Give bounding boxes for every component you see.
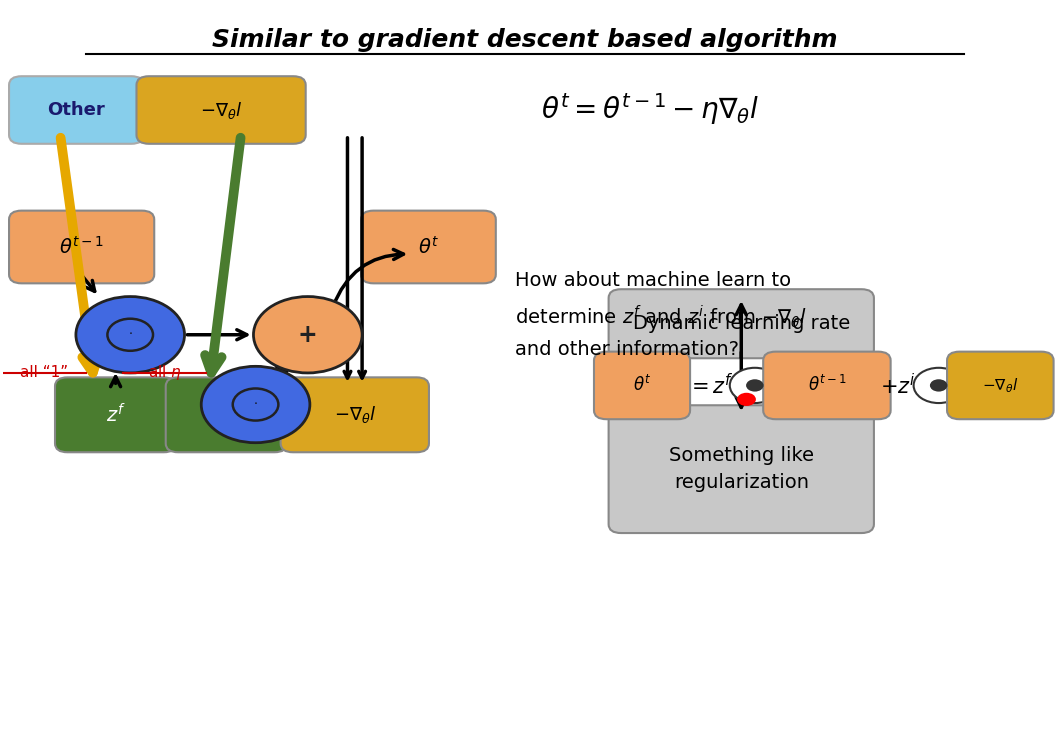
FancyBboxPatch shape <box>9 76 143 144</box>
Text: $\theta^t = \theta^{t-1} - \eta\nabla_{\theta}l$: $\theta^t = \theta^{t-1} - \eta\nabla_{\… <box>541 91 760 127</box>
Text: all “1”: all “1” <box>20 366 69 380</box>
Text: $z^i$: $z^i$ <box>217 403 235 426</box>
FancyBboxPatch shape <box>55 377 176 452</box>
Circle shape <box>737 393 755 406</box>
FancyBboxPatch shape <box>281 377 429 452</box>
Text: +: + <box>298 323 318 347</box>
Circle shape <box>202 366 310 443</box>
Text: Dynamic learning rate: Dynamic learning rate <box>633 314 850 333</box>
Circle shape <box>730 368 780 403</box>
FancyBboxPatch shape <box>9 211 154 283</box>
Text: Something like
regularization: Something like regularization <box>669 446 813 492</box>
Text: $\cdot$: $\cdot$ <box>128 326 133 339</box>
Text: $\cdot$: $\cdot$ <box>253 396 257 408</box>
Circle shape <box>746 380 764 391</box>
Text: $= z^f$: $= z^f$ <box>687 373 733 398</box>
FancyBboxPatch shape <box>136 76 306 144</box>
FancyBboxPatch shape <box>609 406 874 533</box>
Text: all $\eta$: all $\eta$ <box>148 363 181 383</box>
Text: $+z^i$: $+z^i$ <box>880 373 916 398</box>
Circle shape <box>929 380 947 391</box>
Text: $-\nabla_{\theta}l$: $-\nabla_{\theta}l$ <box>199 99 243 121</box>
Circle shape <box>76 297 185 373</box>
Text: $-\nabla_{\theta}l$: $-\nabla_{\theta}l$ <box>982 376 1018 394</box>
FancyBboxPatch shape <box>947 352 1054 419</box>
FancyBboxPatch shape <box>361 211 496 283</box>
Text: Other: Other <box>47 101 106 119</box>
Text: $\theta^t$: $\theta^t$ <box>633 375 651 395</box>
Circle shape <box>253 297 362 373</box>
Text: $\theta^{t-1}$: $\theta^{t-1}$ <box>59 236 104 258</box>
Text: $-\nabla_{\theta}l$: $-\nabla_{\theta}l$ <box>333 404 376 425</box>
Text: How about machine learn to
determine $z^f$ and $z^i$ from $-\nabla_{\theta}l$
an: How about machine learn to determine $z^… <box>515 271 807 359</box>
FancyBboxPatch shape <box>594 352 690 419</box>
Circle shape <box>914 368 964 403</box>
Text: $\theta^{t-1}$: $\theta^{t-1}$ <box>807 375 846 395</box>
Text: $z^f$: $z^f$ <box>106 403 126 426</box>
Text: Similar to gradient descent based algorithm: Similar to gradient descent based algori… <box>212 28 838 53</box>
FancyBboxPatch shape <box>166 377 287 452</box>
Text: $\theta^{t}$: $\theta^{t}$ <box>418 236 439 258</box>
FancyBboxPatch shape <box>763 352 890 419</box>
FancyBboxPatch shape <box>609 289 874 358</box>
